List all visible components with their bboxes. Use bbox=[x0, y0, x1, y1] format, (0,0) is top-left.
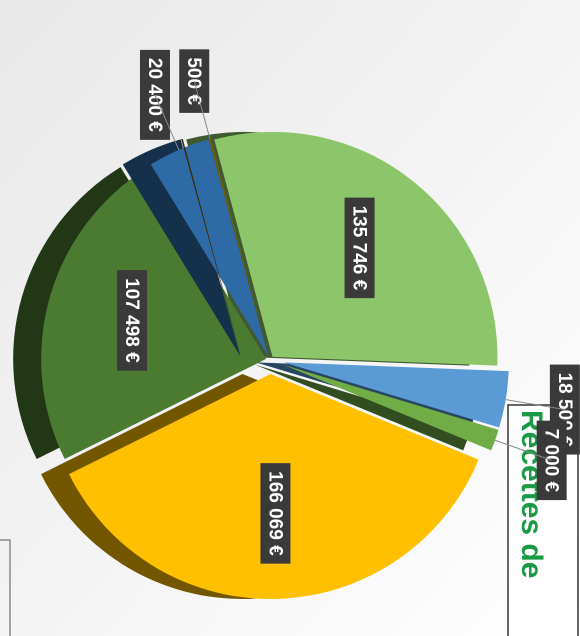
legend-box bbox=[0, 539, 11, 636]
slice bbox=[283, 362, 509, 428]
data-label: 107 498 € bbox=[121, 278, 142, 363]
leader-line bbox=[193, 80, 211, 140]
slice-side bbox=[255, 364, 471, 451]
data-label-group: 166 069 € bbox=[260, 463, 291, 564]
data-label-box bbox=[117, 270, 148, 371]
leader-line bbox=[505, 399, 565, 411]
data-label: 20 400 € bbox=[144, 58, 165, 132]
slice bbox=[209, 138, 269, 357]
data-label: 500 € bbox=[183, 57, 204, 105]
data-label-group: 107 498 € bbox=[117, 270, 148, 371]
leader-line bbox=[154, 94, 180, 151]
pie bbox=[13, 131, 509, 599]
slice bbox=[283, 364, 499, 451]
leader-line bbox=[494, 439, 552, 461]
data-label: 135 746 € bbox=[349, 206, 370, 291]
slice-side bbox=[181, 138, 241, 357]
data-label-group: 135 746 € bbox=[344, 197, 375, 299]
data-label-box bbox=[260, 463, 291, 564]
labels: 135 746 €18 500 €7 000 €166 069 €107 498… bbox=[117, 49, 580, 564]
slice bbox=[150, 139, 269, 357]
data-label: 166 069 € bbox=[264, 471, 285, 556]
data-label-box bbox=[344, 197, 375, 299]
slice-side bbox=[122, 139, 241, 357]
slice bbox=[41, 167, 267, 460]
